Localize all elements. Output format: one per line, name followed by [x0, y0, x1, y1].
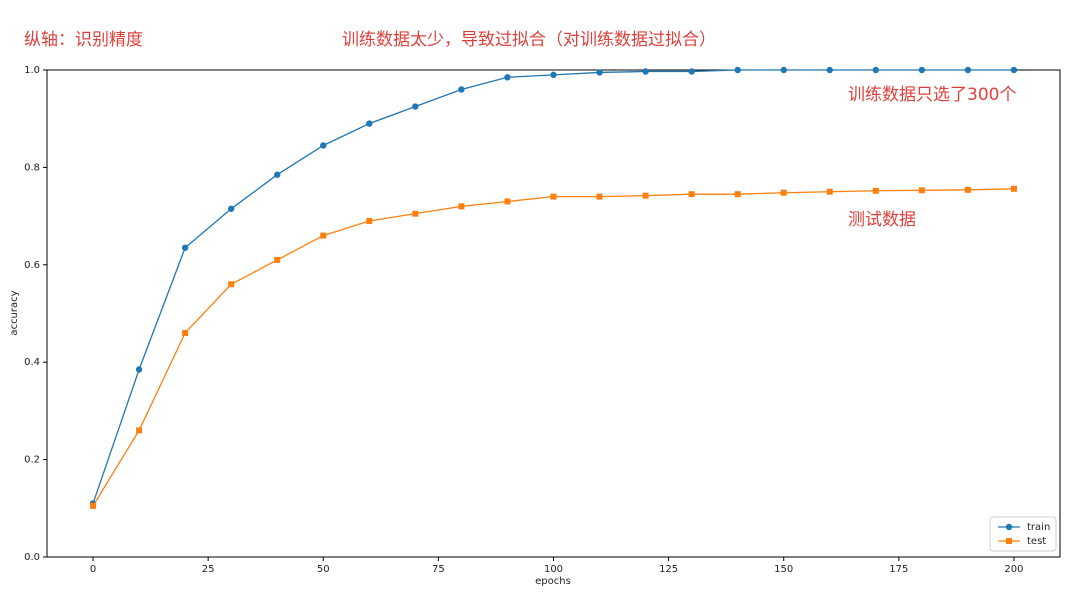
legend-label: test [1027, 536, 1046, 547]
marker [826, 66, 833, 74]
marker [780, 189, 787, 196]
plot-frame [46, 69, 1061, 558]
x-tick-label: 75 [432, 564, 445, 575]
marker [1010, 185, 1017, 192]
marker [642, 192, 649, 199]
x-tick-label: 125 [659, 564, 678, 575]
marker [1010, 66, 1018, 74]
marker [227, 205, 235, 212]
x-tick-label: 50 [317, 564, 330, 575]
legend-marker [1006, 538, 1012, 544]
x-tick-label: 150 [774, 564, 793, 575]
marker [918, 187, 925, 194]
marker [964, 186, 971, 193]
marker [320, 142, 327, 149]
marker [228, 281, 235, 288]
y-tick-label: 0.0 [24, 552, 40, 563]
line [92, 188, 1014, 507]
marker [596, 69, 603, 76]
marker [366, 217, 373, 224]
x-axis-label: epochs [535, 576, 571, 587]
marker [596, 193, 603, 200]
x-tick-label: 25 [202, 564, 215, 575]
marker [964, 66, 972, 74]
marker [780, 66, 787, 74]
annotation: 训练数据只选了300个 [848, 85, 1016, 105]
x-tick-label: 100 [544, 564, 563, 575]
y-tick-label: 0.4 [24, 357, 40, 368]
legend-label: train [1027, 522, 1050, 533]
marker [274, 256, 281, 263]
marker [504, 74, 511, 81]
marker [182, 329, 189, 336]
marker [136, 427, 143, 434]
marker [918, 66, 926, 74]
marker [366, 120, 373, 127]
marker [458, 86, 465, 93]
legend-marker [1005, 523, 1013, 531]
marker [320, 232, 327, 239]
y-tick-label: 0.6 [24, 260, 40, 271]
annotation: 纵轴：识别精度 [24, 30, 143, 50]
marker [688, 68, 695, 75]
marker [688, 191, 695, 198]
marker [826, 188, 833, 195]
marker [550, 193, 557, 200]
y-axis-label: accuracy [9, 290, 20, 335]
marker [550, 71, 557, 79]
marker [412, 103, 419, 110]
marker [872, 66, 880, 74]
x-tick-label: 0 [90, 564, 96, 575]
y-tick-label: 0.2 [24, 455, 40, 466]
y-tick-label: 0.8 [24, 162, 40, 173]
marker [135, 366, 143, 373]
marker [642, 68, 649, 75]
x-tick-label: 175 [889, 564, 908, 575]
marker [181, 244, 189, 251]
marker [412, 210, 419, 217]
marker [274, 171, 281, 178]
annotation: 训练数据太少，导致过拟合（对训练数据过拟合） [342, 30, 716, 50]
marker [734, 191, 741, 198]
annotation: 测试数据 [848, 210, 916, 230]
y-tick-label: 1.0 [24, 65, 40, 76]
marker [458, 203, 465, 210]
x-tick-label: 200 [1004, 564, 1023, 575]
marker [90, 502, 97, 509]
marker [734, 66, 741, 74]
marker [504, 198, 511, 205]
marker [872, 187, 879, 194]
